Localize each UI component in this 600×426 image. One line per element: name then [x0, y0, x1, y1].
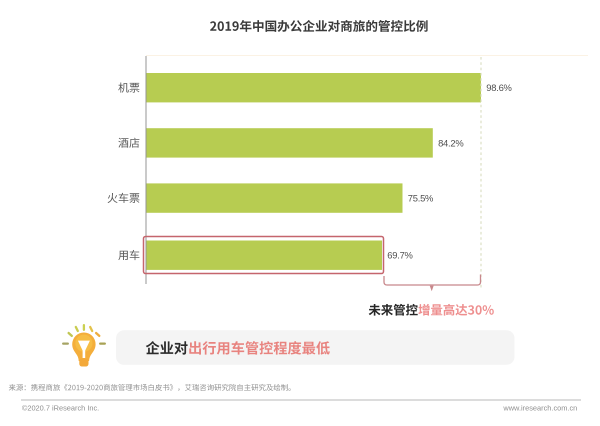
svg-text:©2020.7 iResearch Inc.: ©2020.7 iResearch Inc. — [22, 404, 99, 413]
svg-text:75.5%: 75.5% — [408, 193, 433, 204]
svg-text:98.6%: 98.6% — [486, 82, 511, 93]
svg-text:69.7%: 69.7% — [387, 250, 412, 261]
svg-text:84.2%: 84.2% — [438, 137, 463, 148]
svg-text:www.iresearch.com.cn: www.iresearch.com.cn — [502, 404, 577, 413]
